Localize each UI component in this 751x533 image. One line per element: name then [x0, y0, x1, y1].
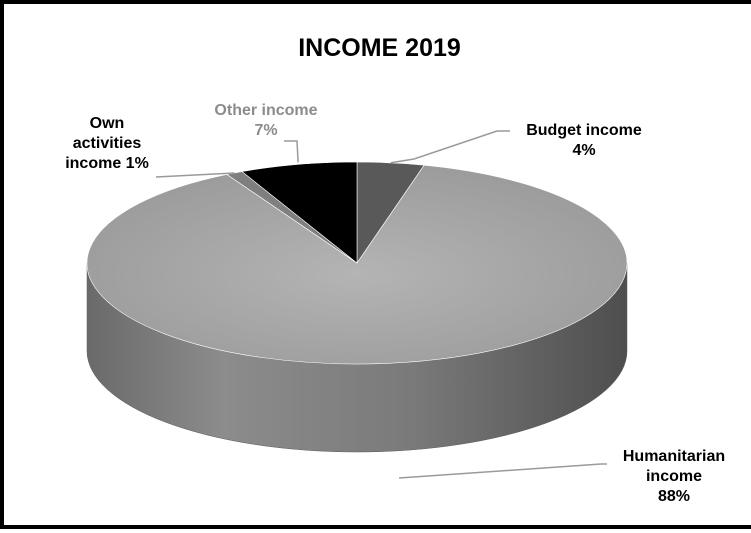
slice-label-own-activities: Own activities income 1% — [65, 115, 149, 172]
leader-line-other — [284, 140, 299, 163]
slice-label-budget-income: Budget income 4% — [526, 122, 642, 159]
pie-chart — [86, 130, 628, 479]
leader-lines — [155, 130, 607, 479]
leader-line-humanitarian — [398, 463, 607, 479]
pie-slice-other-income — [241, 161, 358, 264]
pie-slice-humanitarian-income — [86, 164, 628, 365]
pie-top — [86, 161, 628, 365]
slice-label-humanitarian-income: Humanitarian income 88% — [622, 448, 726, 505]
leader-line-budget — [390, 130, 510, 164]
slice-label-other-income: Other income 7% — [214, 102, 318, 139]
chart-title: INCOME 2019 — [298, 34, 461, 62]
leader-line-own-activities — [155, 172, 235, 178]
